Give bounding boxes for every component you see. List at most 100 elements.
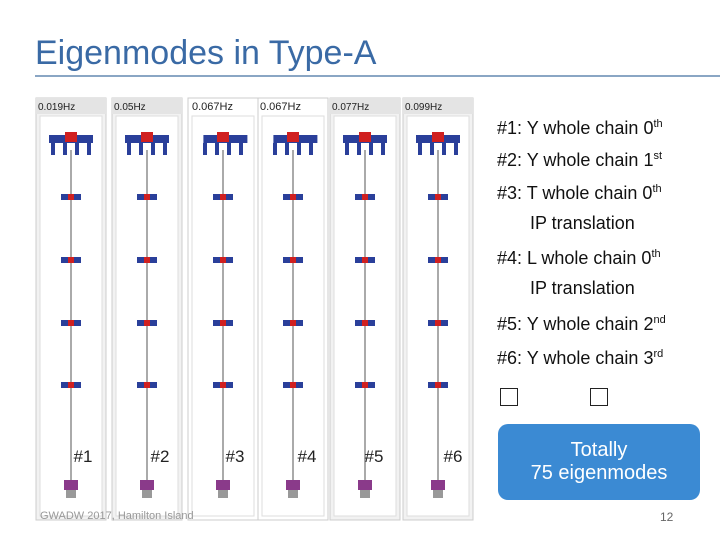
mode-item: #4: L whole chain 0th IP translation	[497, 248, 661, 298]
mode-text: #3: T whole chain 0	[497, 183, 653, 203]
top-stage-red	[65, 132, 77, 142]
leg	[215, 143, 219, 155]
frequency-label: 0.077Hz	[332, 102, 369, 113]
mass-red	[362, 257, 368, 263]
mass-red	[362, 320, 368, 326]
payload-base	[142, 490, 152, 498]
leg	[418, 143, 422, 155]
mass-red	[290, 194, 296, 200]
mode-label: #3	[226, 447, 245, 466]
mode-text: #2: Y whole chain 1	[497, 150, 654, 170]
glyph-box	[590, 388, 608, 406]
leg	[87, 143, 91, 155]
mode-text: #1: Y whole chain 0	[497, 118, 654, 138]
frequency-label: 0.05Hz	[114, 102, 146, 113]
payload	[216, 480, 230, 490]
mass-red	[144, 382, 150, 388]
mode-text: #4: L whole chain 0	[497, 248, 652, 268]
payload-base	[288, 490, 298, 498]
mass-red	[435, 320, 441, 326]
mode-line2: IP translation	[530, 213, 635, 233]
mode-sup: th	[652, 183, 662, 195]
leg	[369, 143, 373, 155]
leg	[273, 143, 277, 155]
payload-base	[66, 490, 76, 498]
mode-item: #5: Y whole chain 2nd	[497, 314, 666, 335]
leg	[227, 143, 231, 155]
mode-item: #2: Y whole chain 1st	[497, 150, 662, 171]
top-stage-red	[141, 132, 153, 142]
leg	[163, 143, 167, 155]
callout-line: 75 eigenmodes	[530, 462, 668, 484]
panel-header	[112, 98, 182, 114]
leg	[239, 143, 243, 155]
leg	[442, 143, 446, 155]
mode-label: #2	[151, 447, 170, 466]
mass-red	[144, 320, 150, 326]
frequency-label: 0.099Hz	[405, 102, 442, 113]
payload-base	[433, 490, 443, 498]
mode-label: #4	[298, 447, 317, 466]
mass-red	[220, 382, 226, 388]
mass-red	[220, 194, 226, 200]
leg	[51, 143, 55, 155]
callout: Totally 75 eigenmodes	[498, 424, 700, 500]
mass-red	[362, 194, 368, 200]
leg	[454, 143, 458, 155]
payload	[358, 480, 372, 490]
mass-red	[362, 382, 368, 388]
slide-title: Eigenmodes in Type-A	[35, 34, 377, 72]
mass-red	[220, 320, 226, 326]
mode-sup: st	[653, 150, 663, 162]
top-stage-red	[217, 132, 229, 142]
mass-red	[435, 257, 441, 263]
frequency-label: 0.067Hz	[260, 101, 301, 113]
leg	[357, 143, 361, 155]
mode-item: #6: Y whole chain 3rd	[497, 348, 663, 369]
mode-label: #6	[444, 447, 463, 466]
mode-text: #5: Y whole chain 2	[497, 314, 654, 334]
leg	[75, 143, 79, 155]
leg	[63, 143, 67, 155]
mass-red	[68, 320, 74, 326]
payload	[140, 480, 154, 490]
frequency-label: 0.019Hz	[38, 102, 75, 113]
leg	[381, 143, 385, 155]
panel-header	[330, 98, 400, 114]
top-stage-red	[359, 132, 371, 142]
leg	[127, 143, 131, 155]
mode-text: #6: Y whole chain 3	[497, 348, 654, 368]
mass-red	[290, 382, 296, 388]
payload	[286, 480, 300, 490]
mode-sup: th	[653, 118, 663, 130]
panel-header	[36, 98, 106, 114]
leg	[430, 143, 434, 155]
mode-sup: rd	[653, 348, 664, 360]
mass-red	[290, 257, 296, 263]
mode-item: #3: T whole chain 0th IP translation	[497, 183, 662, 233]
mode-label: #1	[74, 447, 93, 466]
frequency-label: 0.067Hz	[192, 101, 233, 113]
mode-item: #1: Y whole chain 0th	[497, 118, 663, 139]
top-stage-red	[287, 132, 299, 142]
title-rule	[35, 75, 720, 77]
mass-red	[435, 382, 441, 388]
payload-base	[360, 490, 370, 498]
mode-line2: IP translation	[530, 278, 635, 298]
mass-red	[144, 257, 150, 263]
payload	[64, 480, 78, 490]
payload-base	[218, 490, 228, 498]
mass-red	[68, 257, 74, 263]
leg	[139, 143, 143, 155]
page-number: 12	[660, 510, 674, 524]
mass-red	[220, 257, 226, 263]
payload	[431, 480, 445, 490]
leg	[151, 143, 155, 155]
mass-red	[68, 194, 74, 200]
mass-red	[290, 320, 296, 326]
mode-label: #5	[365, 447, 384, 466]
top-stage-red	[432, 132, 444, 142]
leg	[309, 143, 313, 155]
